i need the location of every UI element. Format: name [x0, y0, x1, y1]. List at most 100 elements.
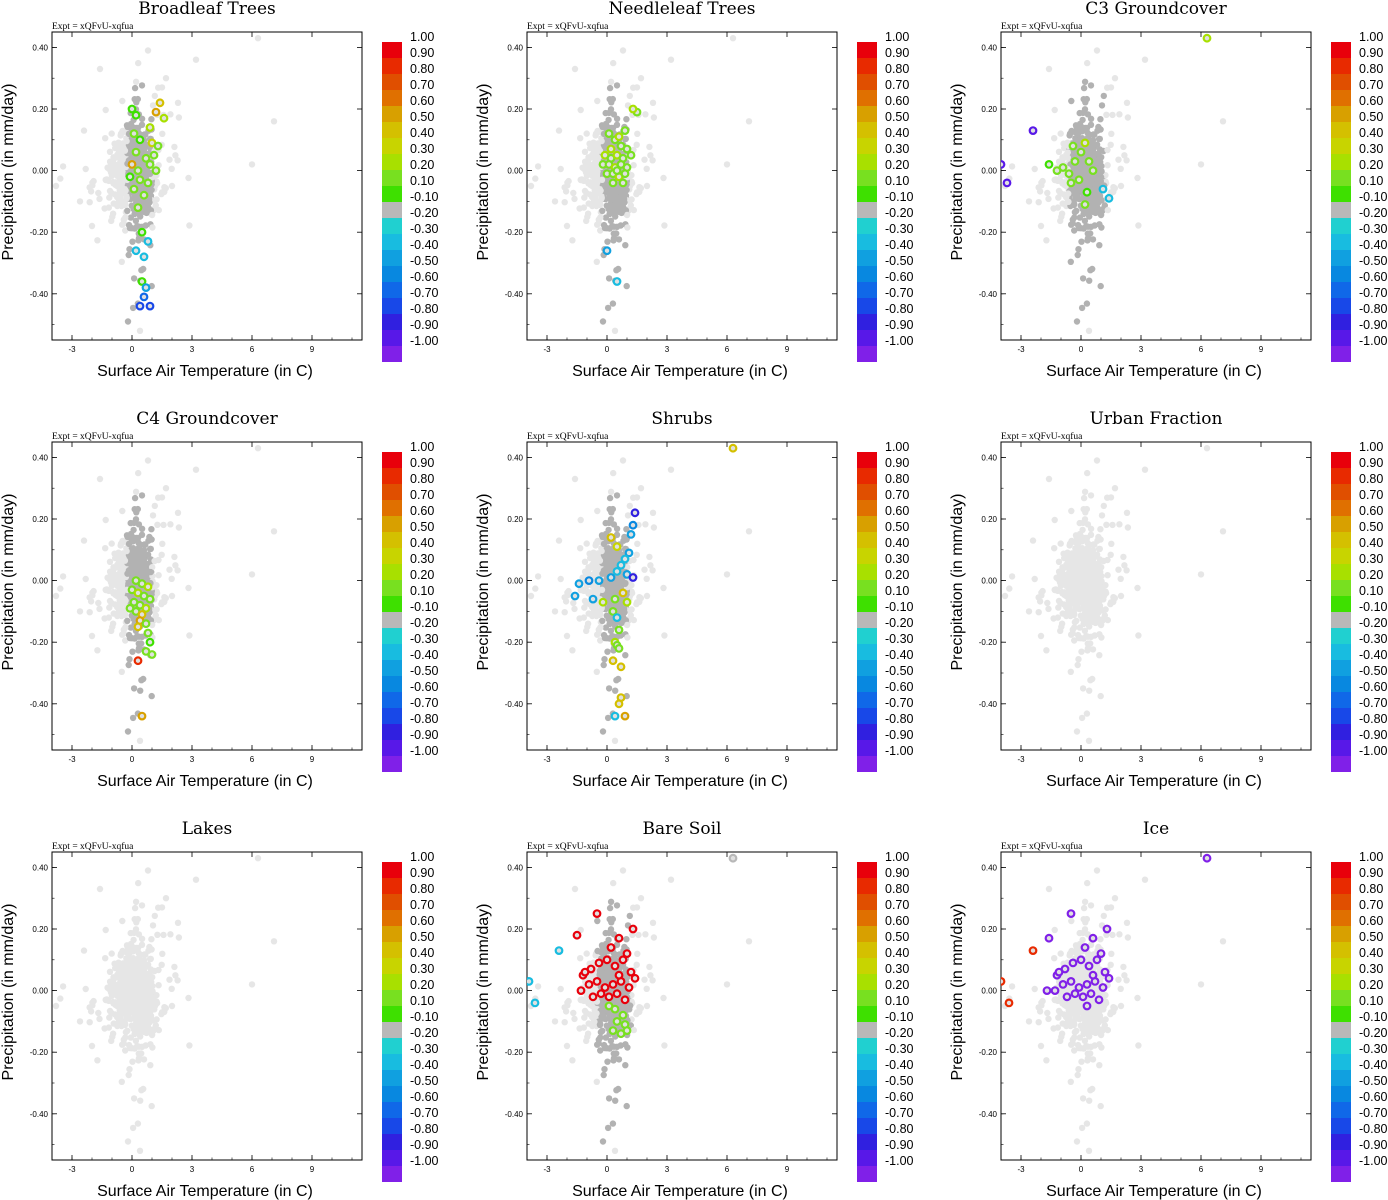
colorbar-label: -0.70 — [885, 286, 914, 300]
colorbar-label: 0.70 — [885, 78, 909, 92]
colorbar-swatch — [857, 154, 877, 170]
background-point — [124, 570, 131, 577]
background-point — [167, 111, 174, 118]
x-axis-label: Surface Air Temperature (in C) — [572, 773, 788, 790]
background-point — [167, 521, 174, 528]
colorbar-swatch — [857, 314, 877, 330]
data-point — [127, 159, 137, 169]
data-point — [137, 227, 147, 237]
background-point — [161, 598, 168, 605]
colorbar-swatch — [382, 138, 402, 154]
background-point — [1098, 224, 1105, 231]
background-point — [118, 583, 126, 590]
background-point — [597, 214, 604, 221]
background-point — [604, 304, 612, 312]
colorbar-label: 0.60 — [410, 94, 434, 108]
background-point — [745, 118, 753, 125]
data-point — [614, 132, 624, 142]
data-point — [608, 178, 618, 188]
background-point — [1117, 182, 1125, 190]
background-point — [561, 199, 568, 206]
background-point — [148, 621, 156, 629]
colorbar-label: -0.70 — [885, 696, 914, 710]
background-point — [1057, 540, 1064, 547]
background-point — [138, 573, 146, 580]
background-point — [1089, 180, 1096, 187]
background-point — [1121, 152, 1128, 159]
background-point — [59, 573, 67, 580]
background-point — [590, 559, 597, 566]
colorbar-swatch — [382, 42, 402, 58]
background-point — [1072, 586, 1080, 593]
background-point — [569, 647, 576, 654]
x-tick-label: -3 — [543, 755, 551, 764]
data-point — [1066, 178, 1076, 188]
background-point — [646, 553, 653, 561]
background-point — [581, 158, 589, 165]
colorbar-swatch — [857, 468, 877, 484]
x-tick-label: -3 — [543, 345, 551, 354]
data-point — [612, 567, 622, 576]
background-point — [96, 195, 103, 203]
background-point — [1141, 56, 1149, 63]
background-point — [605, 116, 612, 124]
data-point — [129, 184, 139, 194]
background-point — [174, 509, 182, 516]
background-point — [52, 592, 60, 600]
background-point — [88, 222, 96, 230]
background-point — [124, 123, 131, 131]
colorbar-swatch — [857, 644, 877, 660]
background-point — [1090, 560, 1097, 567]
expt-label: Expt = xQFvU-xqfua — [527, 21, 609, 32]
colorbar-swatch — [382, 532, 402, 548]
background-point — [125, 251, 132, 259]
background-point — [1074, 540, 1082, 548]
colorbar-swatch — [1331, 330, 1351, 346]
background-point — [1073, 617, 1080, 624]
background-point — [1086, 277, 1093, 284]
background-point — [577, 106, 584, 114]
colorbar-label: 0.70 — [410, 488, 434, 502]
background-point — [121, 557, 129, 564]
background-point — [149, 102, 157, 109]
y-axis-label: Precipitation (in mm/day) — [949, 84, 966, 261]
background-point — [624, 634, 631, 641]
background-point — [649, 567, 656, 574]
background-point — [643, 165, 650, 172]
background-point — [555, 127, 563, 134]
background-point — [1098, 102, 1106, 109]
data-point — [139, 190, 149, 200]
background-point — [563, 222, 571, 230]
background-point — [619, 47, 627, 54]
background-point — [1064, 564, 1072, 571]
colorbar-swatch — [857, 660, 877, 676]
background-point — [1076, 214, 1084, 221]
x-tick-label: 9 — [310, 755, 315, 764]
colorbar-swatch — [1331, 218, 1351, 234]
background-point — [614, 551, 621, 559]
colorbar-swatch — [857, 186, 877, 202]
data-point — [618, 588, 628, 598]
background-point — [94, 647, 101, 654]
colorbar-swatch — [382, 90, 402, 106]
background-point — [584, 623, 591, 631]
data-point — [620, 554, 630, 564]
colorbar-label: -0.10 — [410, 600, 439, 614]
background-point — [1084, 59, 1091, 67]
data-point — [608, 607, 618, 616]
background-point — [174, 567, 181, 574]
background-point — [168, 165, 175, 172]
colorbar-swatch — [857, 484, 877, 500]
colorbar-swatch — [382, 740, 402, 756]
colorbar-label: -0.70 — [1359, 286, 1388, 300]
colorbar-label: 0.90 — [885, 456, 909, 470]
background-point — [57, 175, 64, 182]
background-point — [1084, 230, 1092, 237]
background-point — [115, 139, 122, 146]
data-point — [137, 277, 147, 286]
y-tick-label: 0.40 — [32, 453, 48, 462]
background-point — [1116, 111, 1123, 118]
y-tick-label: 0.40 — [507, 43, 523, 52]
data-point — [131, 110, 141, 120]
